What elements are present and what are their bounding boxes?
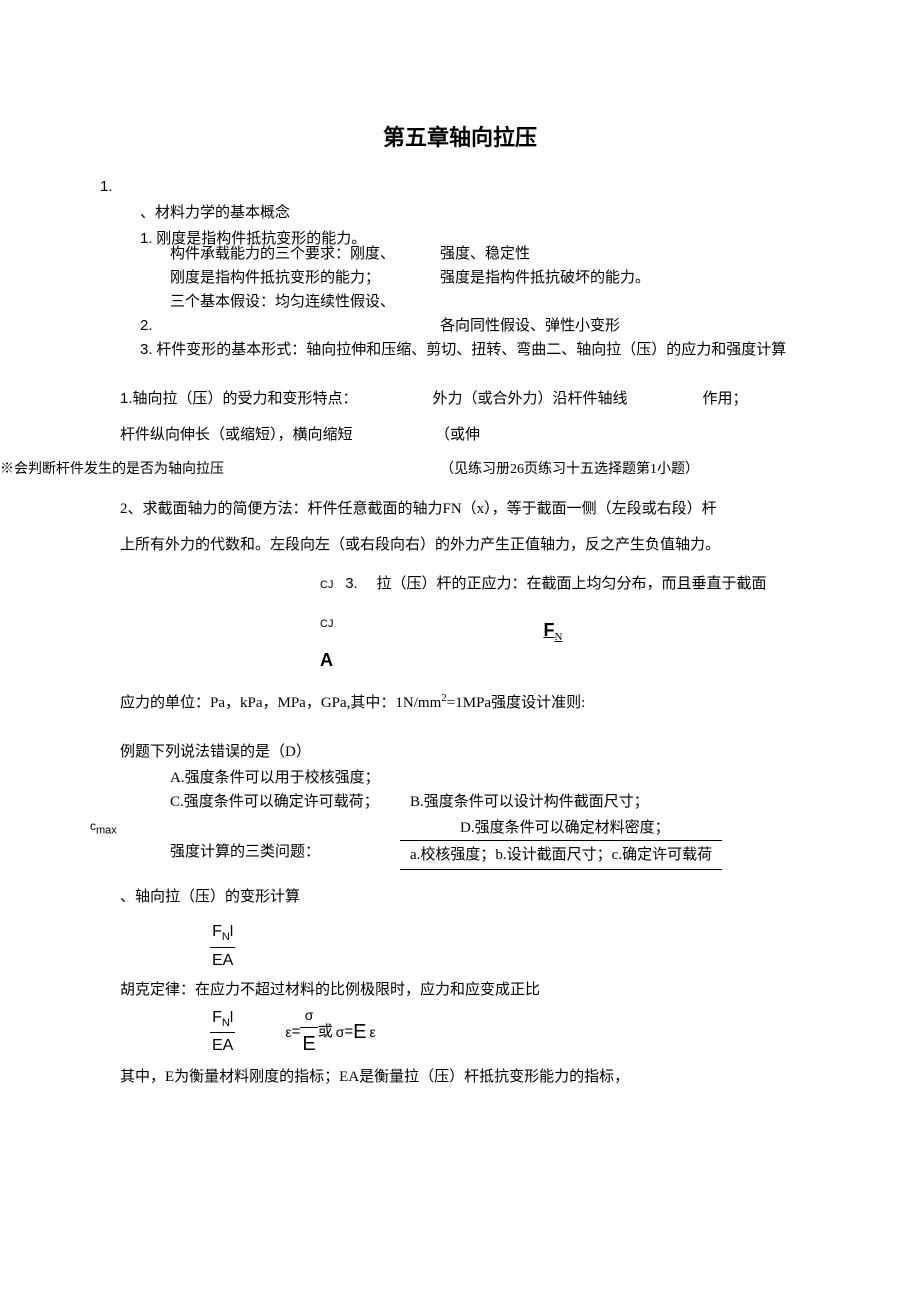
s2-item1-end: 作用； bbox=[703, 387, 748, 411]
option-c: C.强度条件可以确定许可载荷； bbox=[120, 790, 410, 814]
fnl-over-ea-2: FNl EA bbox=[210, 1005, 235, 1059]
s2-item1-left: 轴向拉（压）的受力和变形特点： bbox=[133, 387, 433, 411]
item-3-text: 杆件变形的基本形式：轴向拉伸和压缩、剪切、扭转、弯曲二、轴向拉（压）的应力和强度… bbox=[156, 342, 786, 358]
example-intro: 例题下列说法错误的是（D） bbox=[120, 740, 880, 764]
units-text: 应力的单位：Pa，kPa，MPa，GPa,其中：1N/mm bbox=[120, 695, 441, 711]
item-1-number: 1. bbox=[140, 230, 153, 247]
section1-heading: 、材料力学的基本概念 bbox=[140, 201, 880, 225]
fn-symbol: F bbox=[543, 620, 554, 640]
option-d: D.强度条件可以确定材料密度； bbox=[460, 816, 670, 840]
cmax-label: cmax bbox=[90, 819, 117, 833]
s2-item3-num: 3. bbox=[345, 575, 358, 592]
s2-item3-text: 拉（压）杆的正应力：在截面上均匀分布，而且垂直于截面 bbox=[376, 576, 766, 592]
a-symbol: A bbox=[320, 650, 333, 670]
footer-text: 其中，E为衡量材料刚度的指标；EA是衡量拉（压）杆抵抗变形能力的指标， bbox=[120, 1065, 880, 1089]
s2-item1-right: 外力（或合外力）沿杆件轴线 bbox=[433, 387, 703, 411]
row2-left: 刚度是指构件抵抗变形的能力； bbox=[170, 266, 440, 290]
s2-item1-num: 1. bbox=[120, 387, 133, 411]
option-a: A.强度条件可以用于校核强度； bbox=[120, 766, 410, 790]
cj-label-2: CJ bbox=[320, 616, 333, 634]
s2-item2: 2、求截面轴力的简便方法：杆件任意截面的轴力FN（x），等于截面一侧（左段或右段… bbox=[120, 497, 880, 521]
fnl-over-ea-1: FNl EA bbox=[210, 919, 235, 973]
item-3-number: 3. bbox=[140, 341, 153, 358]
option-b: B.强度条件可以设计构件截面尺寸； bbox=[410, 790, 649, 814]
s2-item1b-right: （或伸 bbox=[435, 423, 480, 447]
row3-right: 各向同性假设、弹性小变形 bbox=[440, 314, 620, 338]
marginal-note: ※会判断杆件发生的是否为轴向拉压 bbox=[0, 459, 440, 481]
row3-left: 三个基本假设：均匀连续性假设、 bbox=[170, 290, 395, 314]
three-problems: a.校核强度；b.设计截面尺寸；c.确定许可载荷 bbox=[400, 840, 722, 870]
item-1-text: 刚度是指构件抵抗变形的能力。 bbox=[156, 231, 366, 247]
chapter-title: 第五章轴向拉压 bbox=[40, 120, 880, 155]
n-subscript: N bbox=[554, 631, 562, 643]
marginal-ref: （见练习册26页练习十五选择题第1小题） bbox=[440, 459, 699, 481]
strain-formula: ε = σ E 或 σ = E ε bbox=[285, 1004, 375, 1059]
row2-right: 强度是指构件抵抗破坏的能力。 bbox=[440, 266, 650, 290]
hooke-law: 胡克定律：在应力不超过材料的比例极限时，应力和应变成正比 bbox=[120, 978, 880, 1002]
three-problems-label: 强度计算的三类问题： bbox=[170, 840, 400, 870]
s2-item2b: 上所有外力的代数和。左段向左（或右段向右）的外力产生正值轴力，反之产生负值轴力。 bbox=[120, 533, 880, 557]
units-end: =1MPa强度设计准则: bbox=[447, 695, 585, 711]
item-2-number: 2. bbox=[140, 317, 153, 334]
cj-label-1: CJ bbox=[320, 579, 333, 591]
section3-heading: 、轴向拉（压）的变形计算 bbox=[120, 885, 880, 909]
section-marker-1: 1. bbox=[100, 175, 880, 199]
s2-item1b-left: 杆件纵向伸长（或缩短），横向缩短 bbox=[120, 423, 435, 447]
